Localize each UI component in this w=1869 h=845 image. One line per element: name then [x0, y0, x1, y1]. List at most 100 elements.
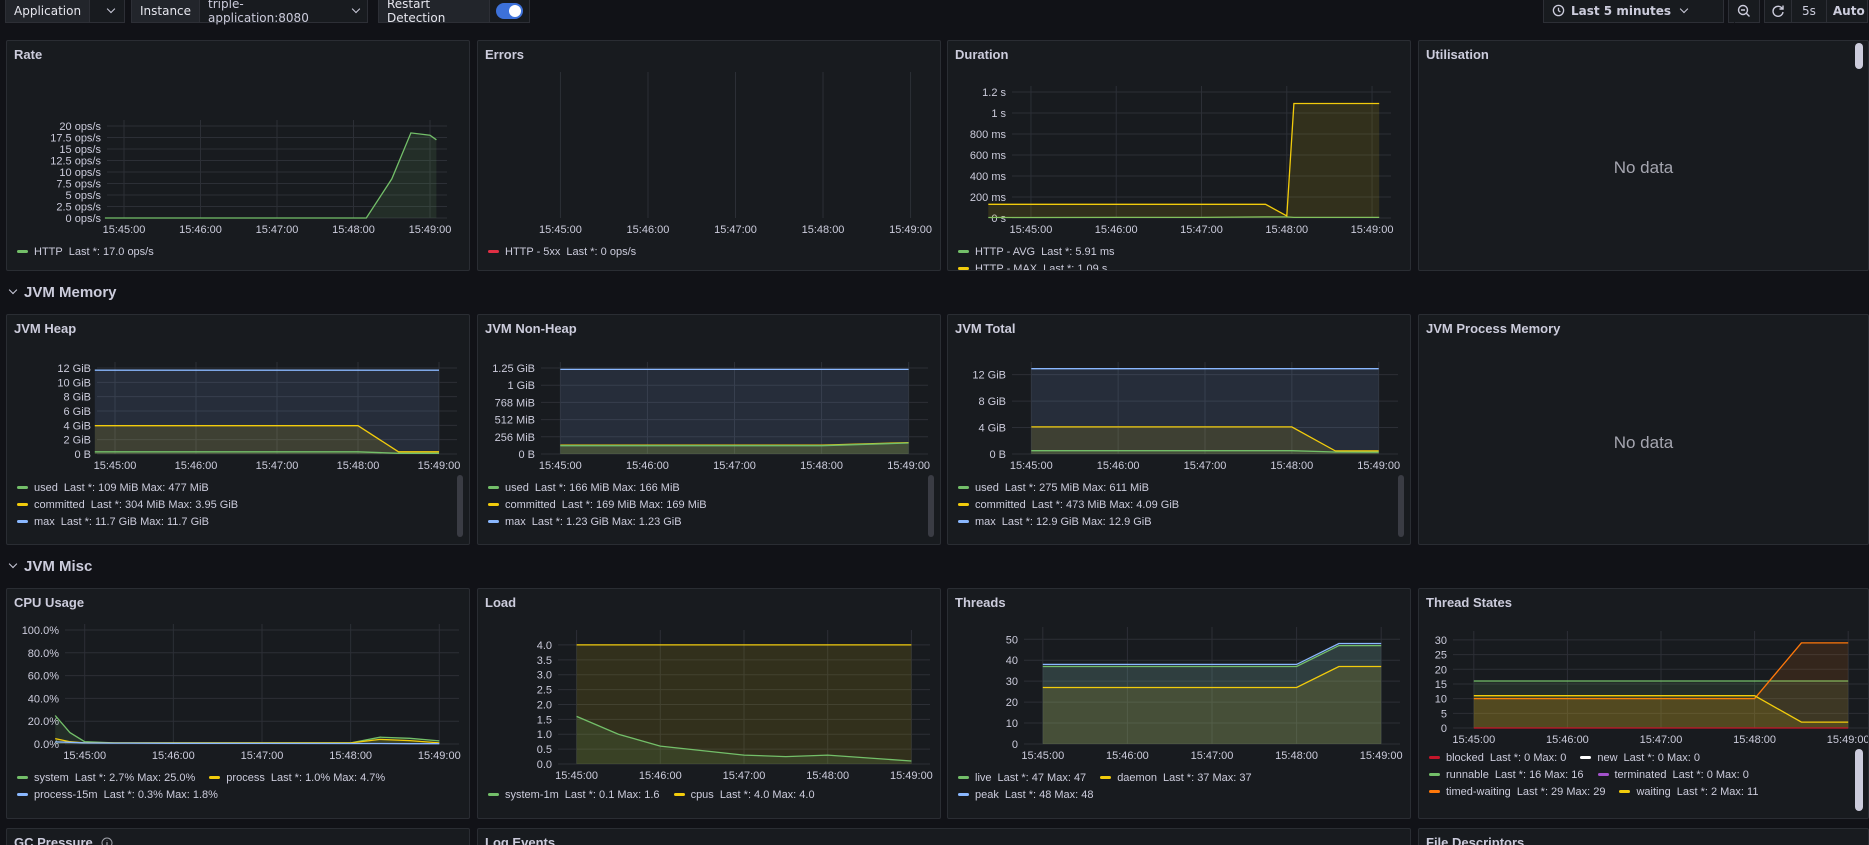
legend-item-http-max[interactable]: HTTP - MAX Last *: 1.09 s	[958, 262, 1107, 271]
legend-name: used	[505, 481, 529, 494]
y-tick-label: 3.5	[537, 655, 552, 667]
panel-scrollbar[interactable]	[1855, 43, 1863, 69]
legend-item-terminated[interactable]: terminated Last *: 0 Max: 0	[1597, 768, 1749, 781]
legend-item-process-15m[interactable]: process-15m Last *: 0.3% Max: 1.8%	[17, 789, 218, 801]
legend-item-process[interactable]: process Last *: 1.0% Max: 4.7%	[209, 772, 385, 784]
zoom-out-button[interactable]	[1728, 0, 1760, 23]
info-icon[interactable]	[101, 837, 113, 845]
series-area-daemon	[1042, 666, 1382, 744]
chevron-down-icon	[106, 4, 116, 14]
legend-scrollbar[interactable]	[1398, 475, 1404, 537]
legend-stats: Last *: 16 Max: 16	[1494, 768, 1584, 781]
x-tick-label: 15:47:00	[1184, 460, 1227, 472]
series-line-http	[104, 132, 437, 219]
legend-item-new[interactable]: new Last *: 0 Max: 0	[1580, 752, 1700, 764]
panel-title: JVM Process Memory	[1426, 321, 1561, 336]
auto-refresh-label[interactable]: Auto	[1825, 0, 1869, 22]
legend-item-http-avg[interactable]: HTTP - AVG Last *: 5.91 ms	[958, 246, 1114, 258]
legend-item-used[interactable]: used Last *: 166 MiB Max: 166 MiB	[488, 482, 680, 494]
instance-select[interactable]: triple-application:8080	[200, 0, 367, 25]
series-area-cpus	[576, 644, 912, 764]
legend-item-max[interactable]: max Last *: 11.7 GiB Max: 11.7 GiB	[17, 516, 209, 528]
legend-scrollbar[interactable]	[457, 475, 463, 537]
legend-name: process-15m	[34, 788, 98, 801]
series-area-live	[1042, 645, 1382, 744]
legend-item-cpus[interactable]: cpus Last *: 4.0 Max: 4.0	[673, 789, 815, 801]
instance-variable[interactable]: Instance triple-application:8080	[131, 0, 368, 25]
x-tick-label: 15:46:00	[627, 224, 670, 236]
x-tick-label: 15:48:00	[1265, 224, 1308, 236]
refresh-picker[interactable]: 5s Auto	[1764, 0, 1868, 23]
legend-item-max[interactable]: max Last *: 1.23 GiB Max: 1.23 GiB	[488, 516, 682, 528]
legend-item-timed-waiting[interactable]: timed-waiting Last *: 29 Max: 29	[1429, 786, 1605, 798]
legend-swatch	[17, 486, 28, 489]
thread-states-legend: blocked Last *: 0 Max: 0 new Last *: 0 Max:…	[1429, 749, 1758, 800]
chevron-down-icon	[1679, 4, 1689, 14]
x-tick-label: 15:45:00	[1452, 734, 1495, 746]
application-variable[interactable]: Application	[5, 0, 125, 23]
legend-scrollbar[interactable]	[928, 475, 934, 537]
legend-name: HTTP - MAX	[975, 262, 1038, 271]
refresh-button[interactable]	[1765, 0, 1791, 22]
refresh-interval[interactable]: 5s	[1791, 0, 1826, 22]
legend-name: blocked	[1446, 751, 1484, 764]
legend-swatch	[17, 520, 28, 523]
series-line-timed-waiting	[1473, 642, 1849, 700]
legend-name: live	[975, 771, 992, 784]
legend-item-runnable[interactable]: runnable Last *: 16 Max: 16	[1429, 769, 1584, 781]
legend-item-committed[interactable]: committed Last *: 169 MiB Max: 169 MiB	[488, 499, 707, 511]
y-tick-label: 4.0	[537, 640, 552, 652]
panel-title: Threads	[955, 595, 1006, 610]
legend-swatch	[17, 503, 28, 506]
x-tick-label: 15:45:00	[539, 224, 582, 236]
panel-rate: Rate 15:45:00 15:46:00 15:47:00 15:48:00 15:…	[6, 40, 470, 271]
legend-swatch	[1100, 776, 1112, 779]
application-select[interactable]	[90, 0, 122, 22]
legend-name: HTTP - AVG	[975, 245, 1036, 258]
y-tick-label: 5	[1441, 708, 1447, 720]
legend-item-http[interactable]: HTTP Last *: 17.0 ops/s	[17, 246, 154, 258]
series-line-committed	[1031, 426, 1379, 452]
legend-scrollbar[interactable]	[1855, 749, 1863, 811]
panel-thread-states: Thread States 15:45:00 15:46:00 15:47:00 15…	[1418, 588, 1869, 819]
legend-name: max	[34, 515, 55, 528]
x-tick-label: 15:49:00	[409, 224, 452, 236]
panel-jvm-heap: JVM Heap 15:45:00 15:46:00 15:47:00 15:48:0…	[6, 314, 470, 545]
legend-item-committed[interactable]: committed Last *: 304 MiB Max: 3.95 GiB	[17, 499, 238, 511]
legend-item-waiting[interactable]: waiting Last *: 2 Max: 11	[1619, 786, 1758, 798]
legend-row: max Last *: 1.23 GiB Max: 1.23 GiB	[488, 513, 707, 530]
legend-item-used[interactable]: used Last *: 275 MiB Max: 611 MiB	[958, 482, 1149, 494]
y-tick-label: 15 ops/s	[59, 144, 101, 156]
row-jvm-misc[interactable]: JVM Misc	[8, 555, 93, 577]
legend-item-http-5xx[interactable]: HTTP - 5xx Last *: 0 ops/s	[488, 246, 636, 258]
legend-row: committed Last *: 169 MiB Max: 169 MiB	[488, 496, 707, 513]
legend-item-live[interactable]: live Last *: 47 Max: 47	[958, 772, 1086, 784]
legend-stats: Last *: 17.0 ops/s	[68, 245, 154, 258]
legend-item-system[interactable]: system Last *: 2.7% Max: 25.0%	[17, 772, 195, 784]
legend-name: daemon	[1117, 771, 1157, 784]
y-tick-label: 40	[1006, 655, 1018, 667]
series-area-max	[560, 369, 909, 454]
restart-detection-variable[interactable]: Restart Detection	[378, 0, 530, 25]
legend-item-used[interactable]: used Last *: 109 MiB Max: 477 MiB	[17, 482, 209, 494]
x-tick-label: 15:49:00	[889, 224, 932, 236]
duration-chart: 15:45:00 15:46:00 15:47:00 15:48:00 15:49:00…	[970, 86, 1393, 236]
legend-swatch	[1597, 773, 1609, 776]
series-area-timed-waiting	[1473, 642, 1849, 728]
panel-title: Rate	[14, 47, 43, 62]
x-tick-label: 15:48:00	[1733, 734, 1776, 746]
legend-row: used Last *: 109 MiB Max: 477 MiB	[17, 479, 238, 496]
series-area-committed	[94, 425, 440, 454]
row-jvm-memory[interactable]: JVM Memory	[8, 281, 117, 303]
legend-stats: Last *: 0 Max: 0	[1672, 768, 1749, 781]
legend-item-system-1m[interactable]: system-1m Last *: 0.1 Max: 1.6	[488, 789, 660, 801]
threads-legend: live Last *: 47 Max: 47 daemon Last *: 37 M…	[958, 769, 1252, 803]
row-title: JVM Misc	[24, 557, 93, 575]
legend-item-daemon[interactable]: daemon Last *: 37 Max: 37	[1100, 771, 1252, 784]
legend-item-blocked[interactable]: blocked Last *: 0 Max: 0	[1429, 752, 1566, 764]
legend-item-committed[interactable]: committed Last *: 473 MiB Max: 4.09 GiB	[958, 499, 1179, 511]
time-range-picker[interactable]: Last 5 minutes	[1543, 0, 1724, 23]
legend-item-max[interactable]: max Last *: 12.9 GiB Max: 12.9 GiB	[958, 516, 1152, 528]
restart-detection-toggle[interactable]	[496, 2, 523, 19]
legend-item-peak[interactable]: peak Last *: 48 Max: 48	[958, 789, 1094, 801]
